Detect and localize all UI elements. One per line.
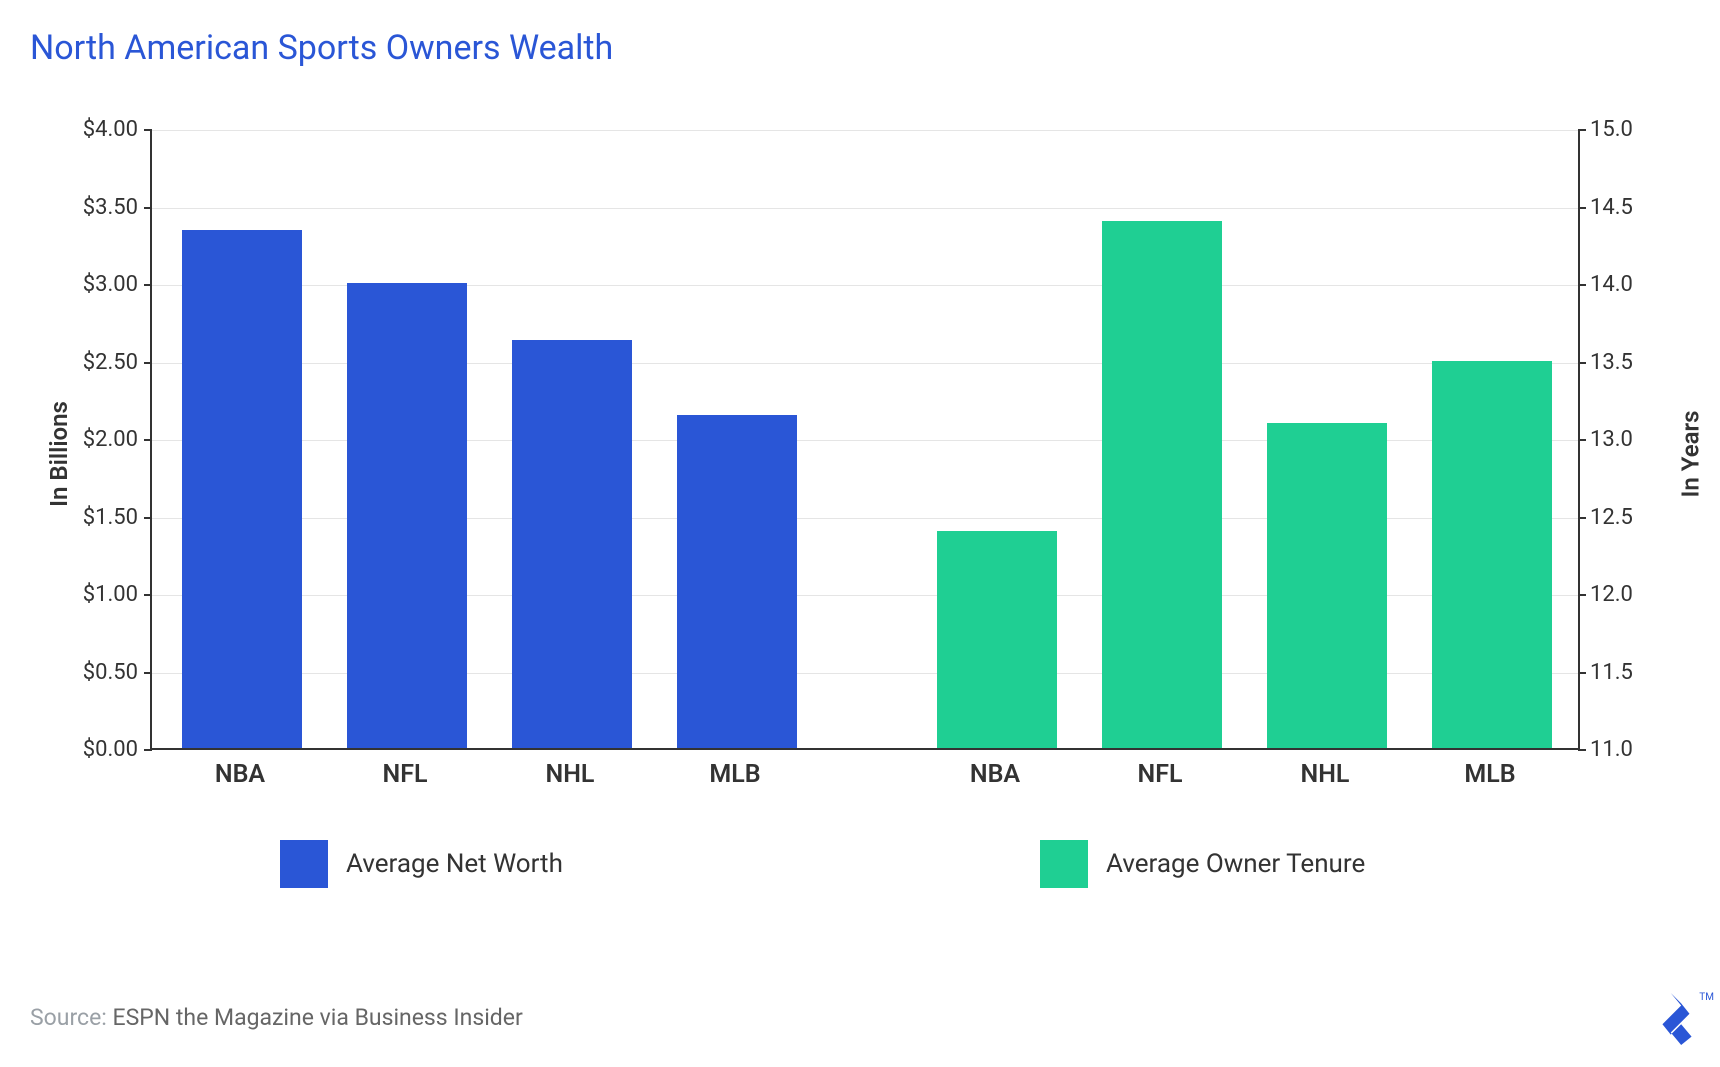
category-label: MLB [1430, 760, 1550, 789]
y-tick-left: $3.00 [68, 272, 138, 297]
y-tick-left: $0.50 [68, 660, 138, 685]
bar [347, 283, 467, 748]
source-label: Source: [30, 1004, 113, 1031]
legend-item-owner-tenure: Average Owner Tenure [1040, 840, 1365, 888]
category-label: NBA [180, 760, 300, 789]
bar [512, 340, 632, 748]
trademark-symbol: TM [1699, 992, 1714, 1003]
y-tick-right: 13.5 [1590, 350, 1650, 375]
chart-container: In Billions In Years $0.00$0.50$1.00$1.5… [30, 100, 1690, 870]
category-label: NFL [345, 760, 465, 789]
y-tick-right: 14.0 [1590, 272, 1650, 297]
y-tick-right: 11.5 [1590, 660, 1650, 685]
legend-swatch [280, 840, 328, 888]
y-tick-right: 13.0 [1590, 427, 1650, 452]
y-axis-right-title: In Years [1676, 410, 1704, 497]
source-attribution: Source: ESPN the Magazine via Business I… [30, 1004, 523, 1031]
y-tick-left: $4.00 [68, 117, 138, 142]
plot-area [150, 130, 1580, 750]
toptal-logo-icon [1656, 993, 1698, 1045]
category-label: NHL [1265, 760, 1385, 789]
y-tick-right: 12.5 [1590, 505, 1650, 530]
y-tick-right: 11.0 [1590, 737, 1650, 762]
y-tick-left: $1.50 [68, 505, 138, 530]
y-tick-right: 12.0 [1590, 582, 1650, 607]
legend-label: Average Owner Tenure [1106, 849, 1365, 879]
bar [677, 415, 797, 748]
legend-item-net-worth: Average Net Worth [280, 840, 563, 888]
legend-label: Average Net Worth [346, 849, 563, 879]
bar [1432, 361, 1552, 749]
chart-title: North American Sports Owners Wealth [30, 28, 613, 68]
bar [1267, 423, 1387, 749]
y-tick-left: $2.50 [68, 350, 138, 375]
legend-swatch [1040, 840, 1088, 888]
category-label: NBA [935, 760, 1055, 789]
bar [182, 230, 302, 748]
y-tick-left: $0.00 [68, 737, 138, 762]
category-label: NHL [510, 760, 630, 789]
y-tick-left: $3.50 [68, 195, 138, 220]
y-axis-left-title: In Billions [45, 401, 73, 507]
bar [937, 531, 1057, 748]
category-label: MLB [675, 760, 795, 789]
source-text: ESPN the Magazine via Business Insider [113, 1004, 523, 1031]
y-tick-left: $2.00 [68, 427, 138, 452]
y-tick-right: 14.5 [1590, 195, 1650, 220]
y-tick-right: 15.0 [1590, 117, 1650, 142]
y-tick-left: $1.00 [68, 582, 138, 607]
bar [1102, 221, 1222, 748]
category-label: NFL [1100, 760, 1220, 789]
